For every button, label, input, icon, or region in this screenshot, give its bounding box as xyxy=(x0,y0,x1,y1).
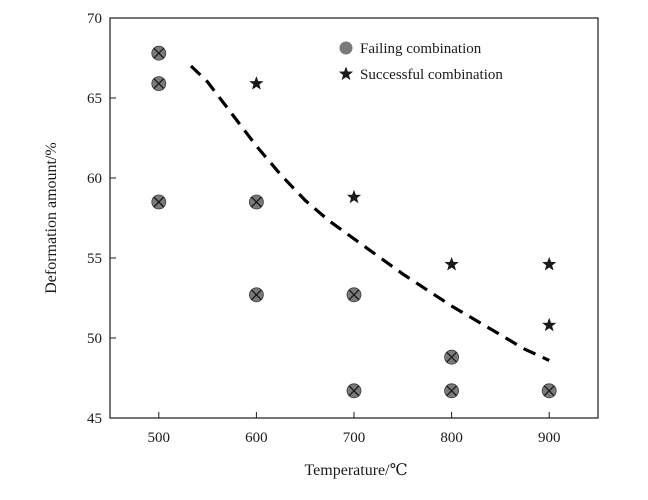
data-points-layer xyxy=(151,45,557,399)
failing-point xyxy=(151,45,167,61)
failing-point xyxy=(346,287,362,303)
marker-cross xyxy=(543,385,555,397)
failing-point xyxy=(541,383,557,399)
marker-cross xyxy=(153,196,165,208)
boundary-curve-layer xyxy=(189,64,550,362)
legend: Failing combination Successful combinatio… xyxy=(338,41,503,83)
legend-circle-icon xyxy=(339,41,353,55)
x-tick-label: 600 xyxy=(245,430,268,446)
successful-point xyxy=(542,317,557,332)
legend-entry-label: Failing combination xyxy=(360,41,482,57)
marker-cross xyxy=(348,385,360,397)
failing-point xyxy=(248,194,264,210)
marker-cross xyxy=(250,289,262,301)
successful-point xyxy=(542,256,557,271)
y-tick-label: 45 xyxy=(87,411,102,427)
y-tick-label: 60 xyxy=(87,171,102,187)
plot-frame xyxy=(109,17,599,419)
x-axis-label: Temperature/℃ xyxy=(305,462,408,479)
x-tick-label: 700 xyxy=(343,430,366,446)
y-tick-label: 70 xyxy=(87,11,102,27)
failing-point xyxy=(151,194,167,210)
marker-cross xyxy=(348,289,360,301)
x-tick-label: 500 xyxy=(148,430,171,446)
axes-layer: 500 600 700 800 900 45 50 55 60 65 70 xyxy=(87,11,599,446)
y-tick-label: 55 xyxy=(87,251,102,267)
x-tick-label: 900 xyxy=(538,430,561,446)
legend-entry-label: Successful combination xyxy=(360,67,503,83)
marker-cross xyxy=(153,78,165,90)
marker-cross xyxy=(446,351,458,363)
successful-point xyxy=(346,189,362,204)
x-tick-label: 800 xyxy=(440,430,463,446)
boundary-curve xyxy=(189,64,550,362)
y-tick-label: 50 xyxy=(87,331,102,347)
failing-point xyxy=(248,287,264,303)
failing-point xyxy=(151,76,167,91)
failing-point xyxy=(346,383,362,399)
successful-point xyxy=(249,76,264,90)
failing-point xyxy=(444,349,460,365)
failing-point xyxy=(444,383,460,399)
marker-cross xyxy=(153,47,165,59)
marker-cross xyxy=(250,196,262,208)
legend-star-icon xyxy=(338,66,354,81)
marker-cross xyxy=(446,385,458,397)
y-axis-label: Deformation amount/% xyxy=(43,142,60,294)
successful-point xyxy=(444,256,459,271)
y-tick-label: 65 xyxy=(87,91,102,107)
